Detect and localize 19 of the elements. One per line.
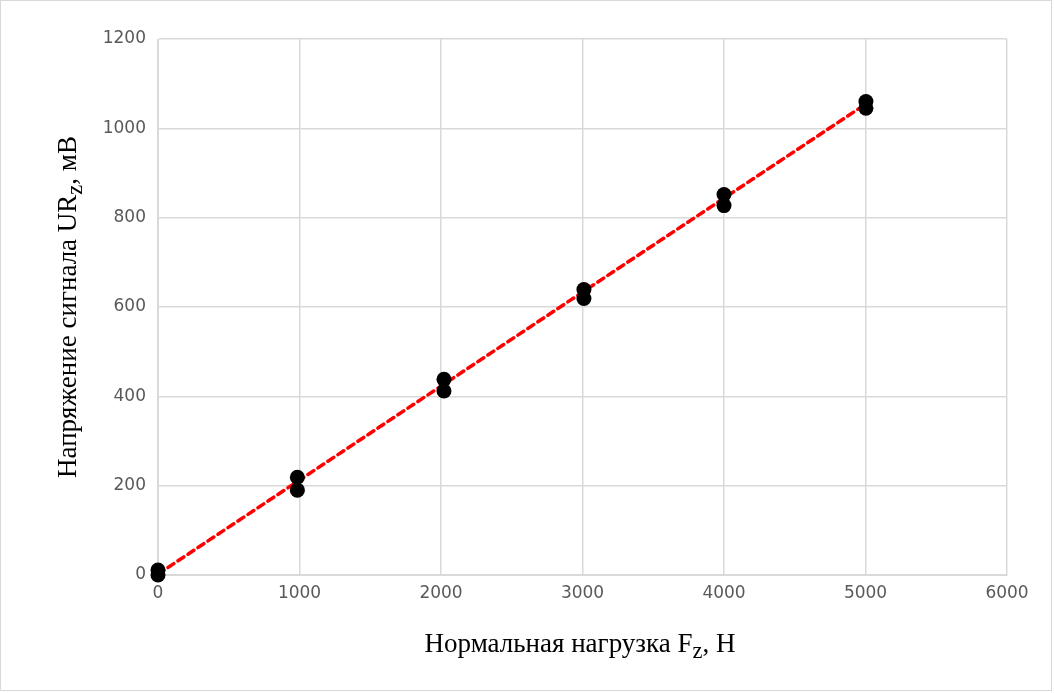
- x-tick-label: 4000: [702, 581, 746, 602]
- point: [436, 371, 452, 387]
- y-tick-label: 800: [113, 206, 146, 227]
- x-tick-label: 5000: [843, 581, 888, 602]
- y-tick-label: 400: [113, 384, 146, 405]
- y-tick-label: 1200: [102, 27, 146, 48]
- y-tick-label: 600: [113, 295, 146, 316]
- x-axis-title: Нормальная нагрузка F$_{z}$, Н: [424, 628, 736, 665]
- y-tick-label: 200: [113, 474, 146, 495]
- point: [289, 469, 305, 485]
- x-tick-label: 3000: [560, 581, 605, 602]
- y-tick-label: 0: [135, 563, 146, 584]
- point: [289, 482, 305, 498]
- x-tick-label: 1000: [277, 581, 322, 602]
- x-tick-label: 2000: [419, 581, 463, 602]
- y-tick-label: 1000: [102, 116, 146, 137]
- point: [716, 186, 732, 202]
- x-tick-label: 0: [152, 581, 164, 602]
- x-tick-label: 6000: [985, 581, 1029, 602]
